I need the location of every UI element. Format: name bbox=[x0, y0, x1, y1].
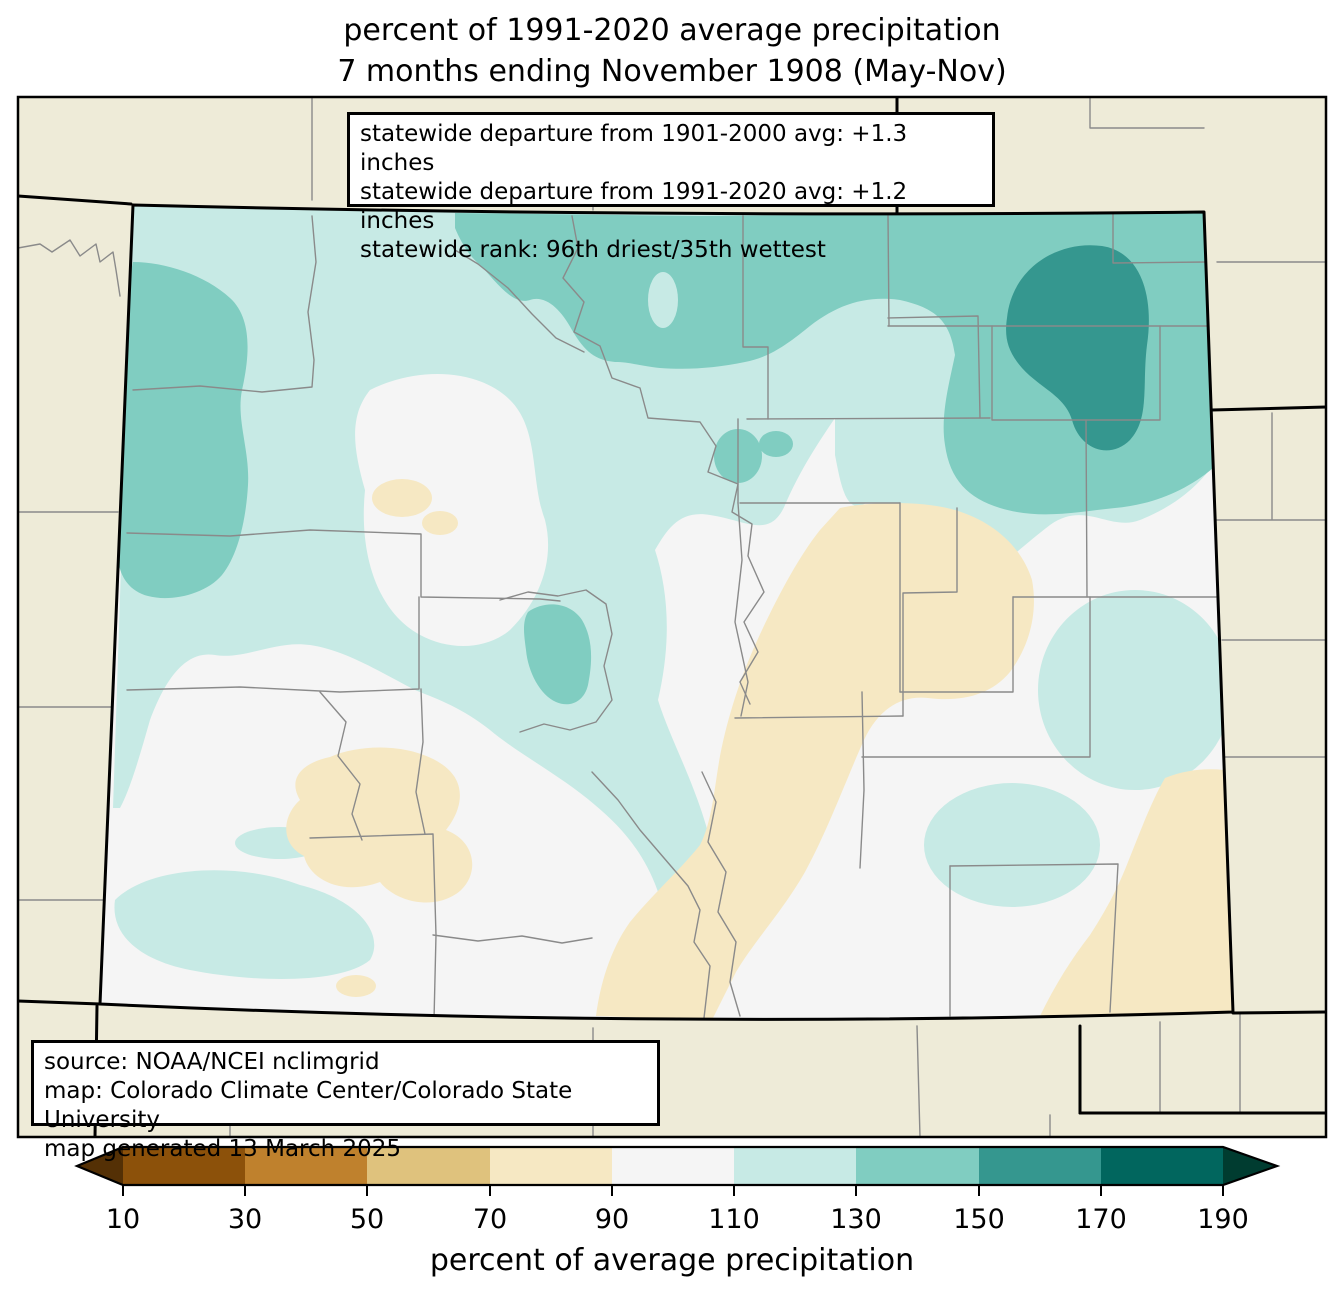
colorbar-arrow-right bbox=[1223, 1147, 1277, 1185]
stats-line-2: statewide departure from 1991-2020 avg: … bbox=[360, 179, 908, 234]
svg-text:130: 130 bbox=[830, 1204, 882, 1235]
page-title-line2: 7 months ending November 1908 (May-Nov) bbox=[337, 54, 1007, 89]
svg-text:10: 10 bbox=[106, 1204, 140, 1235]
colorbar-tick-labels: 10 30 50 70 90 110 130 150 170 190 bbox=[106, 1204, 1249, 1235]
colorbar-arrow-left bbox=[77, 1147, 123, 1185]
statewide-stats-box: statewide departure from 1901-2000 avg: … bbox=[347, 112, 995, 263]
colorbar: 10 30 50 70 90 110 130 150 170 190 bbox=[74, 1145, 1281, 1235]
svg-text:70: 70 bbox=[473, 1204, 507, 1235]
source-line-2: map: Colorado Climate Center/Colorado St… bbox=[44, 1078, 573, 1133]
colorado-county-lines bbox=[126, 213, 1217, 1020]
mint-hole-in-teal bbox=[648, 272, 678, 328]
colorbar-ticks bbox=[122, 1185, 1224, 1196]
stats-line-3: statewide rank: 96th driest/35th wettest bbox=[360, 237, 826, 263]
svg-text:90: 90 bbox=[595, 1204, 629, 1235]
precip-region-90-110-hole bbox=[355, 373, 549, 647]
precip-region-150-170 bbox=[1006, 245, 1149, 451]
stats-line-1: statewide departure from 1901-2000 avg: … bbox=[360, 121, 908, 176]
svg-text:190: 190 bbox=[1197, 1204, 1249, 1235]
svg-text:50: 50 bbox=[350, 1204, 384, 1235]
svg-text:30: 30 bbox=[228, 1204, 262, 1235]
colorado-state-border bbox=[98, 203, 1235, 1021]
page-title-line1: percent of 1991-2020 average precipitati… bbox=[343, 13, 1001, 48]
colorbar-axis-label: percent of average precipitation bbox=[429, 1243, 915, 1278]
source-line-3: map generated 13 March 2025 bbox=[44, 1136, 402, 1162]
precip-region-70-90 bbox=[286, 479, 1233, 1020]
svg-text:110: 110 bbox=[708, 1204, 760, 1235]
svg-text:150: 150 bbox=[953, 1204, 1005, 1235]
colorbar-segments bbox=[123, 1147, 1223, 1185]
source-line-1: source: NOAA/NCEI nclimgrid bbox=[44, 1049, 380, 1075]
svg-text:170: 170 bbox=[1075, 1204, 1127, 1235]
source-box: source: NOAA/NCEI nclimgrid map: Colorad… bbox=[31, 1040, 660, 1162]
map-frame bbox=[16, 95, 1328, 1139]
